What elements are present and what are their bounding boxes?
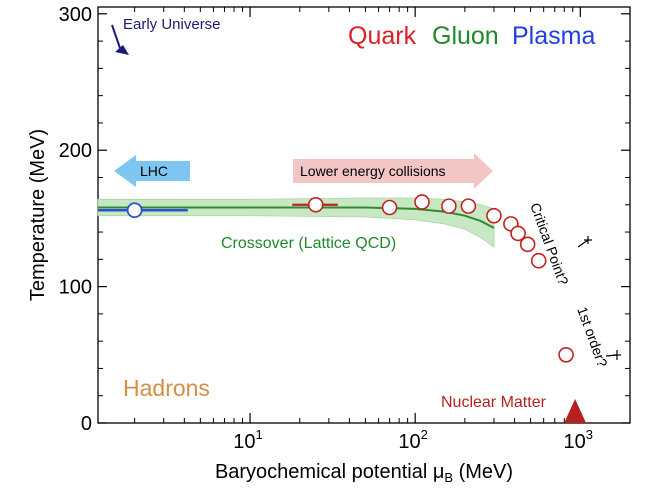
- data-point: [486, 207, 502, 224]
- x-tick-label-base: 10: [233, 431, 255, 453]
- data-points-layer: [98, 194, 587, 423]
- x-axis-title-main: Baryochemical potential: [215, 461, 427, 483]
- lhc-point: [126, 202, 143, 219]
- y-tick-label: 0: [81, 413, 92, 435]
- x-axis-title-subscript: B: [444, 470, 453, 485]
- x-tick-label: 102: [398, 427, 427, 453]
- crossover-line: [98, 206, 495, 229]
- nuclear-matter-marker: [564, 399, 587, 423]
- data-point: [414, 194, 430, 210]
- x-tick-label: 103: [564, 427, 593, 453]
- x-tick-label-exp: 2: [421, 427, 428, 442]
- early-universe-label: Early Universe: [123, 16, 221, 33]
- early-universe-arrow: [111, 24, 129, 55]
- x-tick-label-exp: 1: [256, 427, 263, 442]
- x-axis-title-unit: (MeV): [459, 461, 513, 483]
- lhc-arrow: LHC: [114, 155, 190, 187]
- x-tick-label-exp: 3: [586, 427, 593, 442]
- lhc-label: LHC: [140, 163, 168, 179]
- first-order-arrow: [605, 350, 621, 360]
- title-plasma: Plasma: [512, 22, 595, 50]
- x-tick-label-base: 10: [398, 431, 420, 453]
- data-point: [510, 225, 526, 242]
- y-axis-title: Temperature (MeV): [27, 129, 49, 301]
- first-order-label: 1st order?: [574, 305, 611, 370]
- lower-energy-arrow: Lower energy collisions: [293, 153, 493, 189]
- title-quark: Quark: [348, 22, 417, 50]
- nuclear-matter-label: Nuclear Matter: [441, 394, 547, 411]
- lower-energy-label: Lower energy collisions: [300, 163, 446, 179]
- critical-point-arrow: [577, 236, 592, 248]
- data-point: [307, 196, 324, 213]
- x-tick-label-base: 10: [564, 431, 586, 453]
- title-gluon: Gluon: [432, 22, 499, 50]
- y-tick-label: 300: [59, 4, 92, 26]
- x-axis-title: Baryochemical potential μB (MeV): [215, 461, 513, 485]
- y-tick-label: 200: [59, 140, 92, 162]
- x-axis-title-symbol: μ: [433, 461, 445, 483]
- data-point: [558, 347, 574, 363]
- hadrons-label: Hadrons: [123, 375, 210, 401]
- crossover-line-layer: [98, 206, 495, 229]
- data-point: [441, 198, 457, 214]
- x-tick-label: 101: [233, 427, 262, 453]
- data-point: [381, 199, 398, 216]
- data-point: [530, 252, 547, 269]
- crossover-label: Crossover (Lattice QCD): [221, 235, 396, 252]
- y-tick-label: 100: [59, 277, 92, 299]
- data-point: [460, 198, 477, 214]
- data-point: [519, 236, 536, 253]
